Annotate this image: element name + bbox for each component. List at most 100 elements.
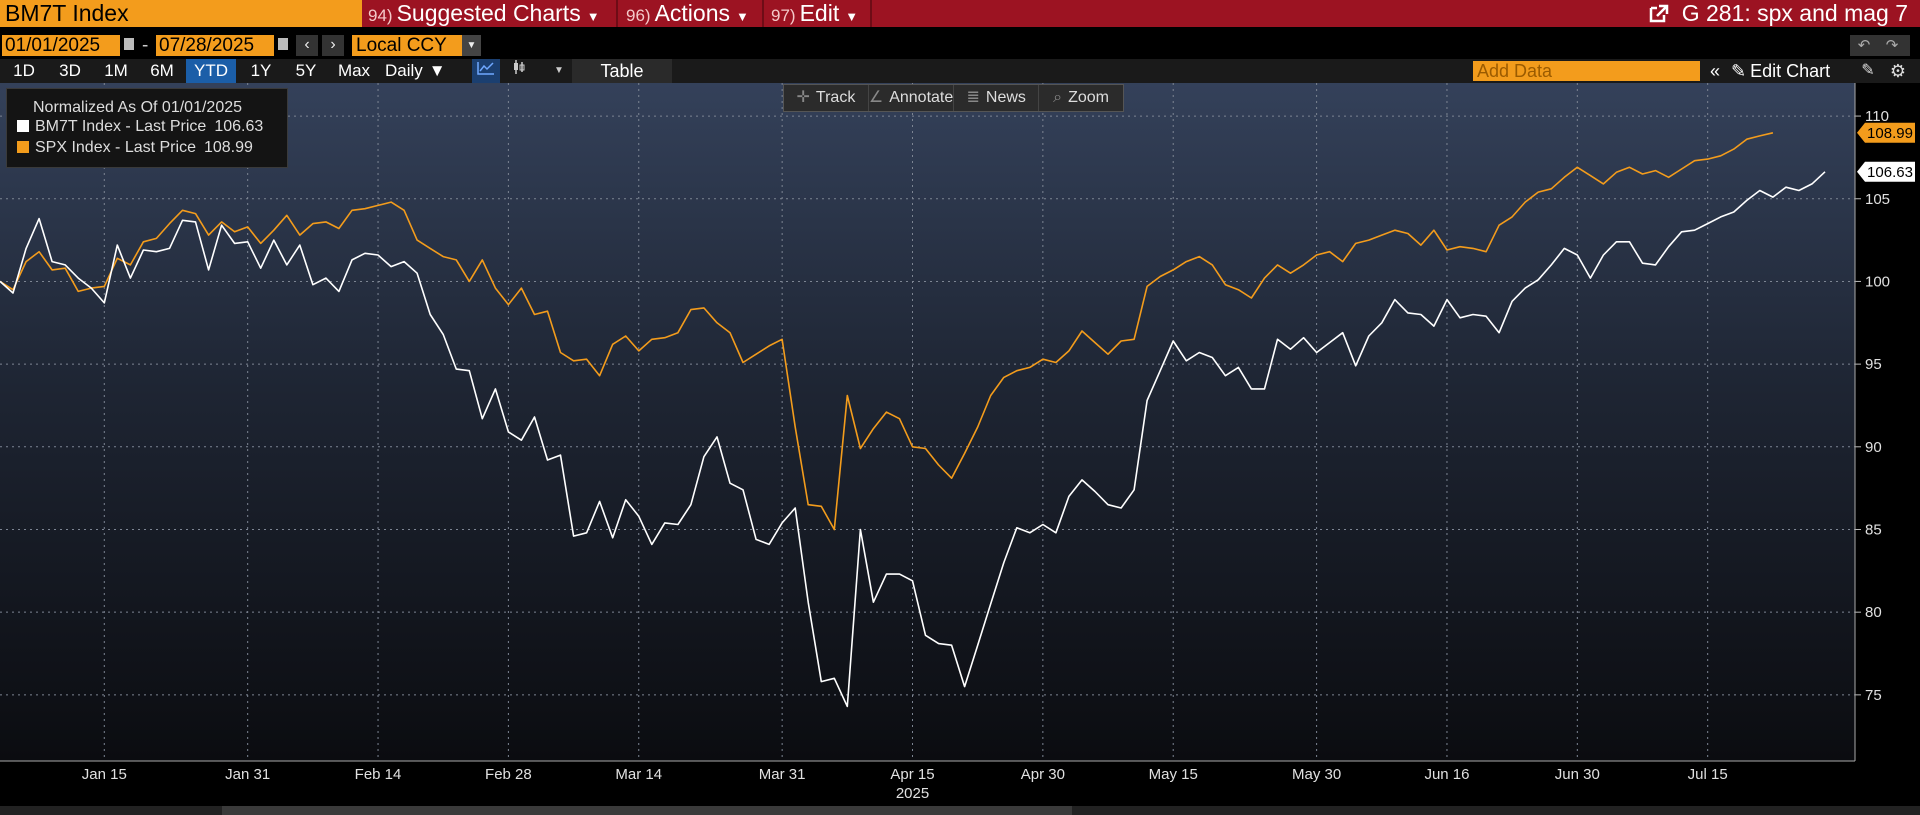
y-tick-label: 110 bbox=[1865, 108, 1889, 125]
x-tick-label: Jun 16 bbox=[1424, 766, 1469, 783]
range-max-button[interactable]: Max bbox=[337, 61, 371, 80]
range-5y-button[interactable]: 5Y bbox=[295, 61, 317, 80]
caret-down-icon: ▼ bbox=[586, 9, 600, 24]
y-tick-label: 75 bbox=[1865, 687, 1882, 704]
zoom-label: Zoom bbox=[1068, 89, 1109, 106]
calendar-icon[interactable] bbox=[124, 38, 134, 50]
news-label: News bbox=[985, 89, 1026, 106]
y-tick-label: 95 bbox=[1865, 356, 1882, 373]
edit-chart-button[interactable]: « ✎ Edit Chart bbox=[1710, 59, 1830, 83]
frequency-select[interactable]: Daily ▼ bbox=[385, 59, 446, 83]
date-separator: - bbox=[142, 35, 149, 56]
plot-background bbox=[0, 83, 1855, 761]
y-tick-label: 80 bbox=[1865, 604, 1882, 621]
end-date-input[interactable]: 07/28/2025 bbox=[156, 35, 274, 56]
horizontal-scrollbar[interactable] bbox=[0, 806, 1920, 815]
legend-value: 106.63 bbox=[214, 118, 264, 135]
range-ytd-button[interactable]: YTD bbox=[186, 59, 236, 83]
x-tick-label: Mar 31 bbox=[759, 766, 806, 783]
range-1m-button[interactable]: 1M bbox=[104, 61, 128, 80]
legend-label: BM7T Index - Last Price bbox=[35, 118, 207, 135]
news-icon: ≣ bbox=[966, 89, 980, 106]
chart-title-link[interactable]: G 281: spx and mag 7 bbox=[1648, 0, 1908, 27]
table-button[interactable]: Table bbox=[572, 59, 672, 83]
suggested-charts-menu[interactable]: 94) Suggested Charts ▼ bbox=[368, 0, 600, 27]
legend-value: 108.99 bbox=[203, 139, 253, 156]
line-chart-icon[interactable] bbox=[472, 59, 500, 83]
annotation-edit-icon[interactable]: ✎ bbox=[1861, 62, 1875, 79]
y-tick-label: 90 bbox=[1865, 439, 1882, 456]
collapse-double-chevron-icon[interactable]: « bbox=[1710, 61, 1721, 81]
scrollbar-thumb[interactable] bbox=[222, 806, 1072, 815]
caret-down-icon: ▼ bbox=[845, 9, 859, 24]
x-tick-label: Feb 14 bbox=[355, 766, 402, 783]
frequency-label: Daily bbox=[385, 61, 423, 80]
menu-divider bbox=[762, 0, 764, 27]
track-label: Track bbox=[815, 89, 856, 106]
gear-icon[interactable]: ⚙ bbox=[1889, 61, 1907, 81]
chart-type-dropdown-icon[interactable]: ▼ bbox=[554, 65, 564, 76]
x-tick-label: Apr 30 bbox=[1021, 766, 1065, 783]
range-3d-button[interactable]: 3D bbox=[59, 61, 81, 80]
undo-redo-group: ↶ ↷ bbox=[1850, 35, 1910, 56]
annotate-button[interactable]: ∠ Annotate bbox=[868, 85, 955, 111]
date-range-bar: 01/01/2025 - 07/28/2025 ‹ › Local CCY ▼ … bbox=[0, 33, 1920, 57]
x-axis-year-label: 2025 bbox=[896, 785, 929, 802]
zoom-button[interactable]: ⌕ Zoom bbox=[1039, 85, 1123, 111]
chart-toolbar: ✛ Track ∠ Annotate ≣ News ⌕ Zoom bbox=[783, 84, 1124, 112]
caret-down-icon: ▼ bbox=[736, 9, 749, 24]
candlestick-icon[interactable] bbox=[505, 59, 533, 83]
x-tick-label: Jul 15 bbox=[1688, 766, 1728, 783]
last-value-label: 106.63 bbox=[1867, 164, 1913, 181]
legend-title: Normalized As Of 01/01/2025 bbox=[33, 99, 243, 116]
chevron-down-icon[interactable]: ▼ bbox=[462, 35, 481, 56]
range-1d-button[interactable]: 1D bbox=[13, 61, 35, 80]
range-6m-button[interactable]: 6M bbox=[150, 61, 174, 80]
y-tick-label: 85 bbox=[1865, 521, 1882, 538]
triangle-down-icon: ▼ bbox=[428, 61, 446, 80]
legend-label: SPX Index - Last Price bbox=[35, 139, 196, 156]
last-value-marker bbox=[1857, 161, 1915, 182]
actions-menu[interactable]: 96) Actions ▼ bbox=[626, 0, 749, 27]
x-tick-label: Mar 14 bbox=[615, 766, 662, 783]
add-data-input[interactable]: Add Data bbox=[1473, 61, 1700, 81]
menu-label: Actions bbox=[654, 0, 731, 26]
next-period-button[interactable]: › bbox=[322, 35, 344, 56]
calendar-icon[interactable] bbox=[278, 38, 288, 50]
x-tick-label: May 30 bbox=[1292, 766, 1341, 783]
magnifier-icon: ⌕ bbox=[1053, 89, 1063, 106]
menu-divider bbox=[616, 0, 618, 27]
menu-label: Edit bbox=[799, 0, 840, 26]
edit-menu[interactable]: 97) Edit ▼ bbox=[771, 0, 858, 27]
redo-icon[interactable]: ↷ bbox=[1885, 37, 1899, 54]
menu-number: 94) bbox=[368, 6, 393, 25]
ticker-field[interactable]: BM7T Index bbox=[0, 0, 362, 27]
annotate-label: Annotate bbox=[889, 89, 954, 106]
pencil-icon: ✎ bbox=[1731, 61, 1747, 81]
legend-item-bm7t[interactable]: BM7T Index - Last Price 106.63 bbox=[17, 118, 263, 136]
y-tick-label: 105 bbox=[1865, 191, 1890, 208]
y-tick-label: 100 bbox=[1865, 273, 1890, 290]
legend-item-spx[interactable]: SPX Index - Last Price 108.99 bbox=[17, 139, 253, 157]
news-button[interactable]: ≣ News bbox=[954, 85, 1040, 111]
external-link-icon bbox=[1649, 4, 1668, 23]
start-date-input[interactable]: 01/01/2025 bbox=[2, 35, 120, 56]
previous-period-button[interactable]: ‹ bbox=[296, 35, 318, 56]
series-line bbox=[0, 132, 1774, 531]
pen-icon: ∠ bbox=[868, 89, 884, 106]
menu-number: 97) bbox=[771, 6, 796, 25]
top-bar: BM7T Index 94) Suggested Charts ▼ 96) Actio… bbox=[0, 0, 1920, 27]
edit-chart-label: Edit Chart bbox=[1750, 61, 1831, 81]
undo-icon[interactable]: ↶ bbox=[1857, 37, 1871, 54]
series-line bbox=[0, 171, 1826, 708]
crosshair-icon: ✛ bbox=[796, 89, 810, 106]
x-tick-label: Jan 31 bbox=[225, 766, 270, 783]
track-button[interactable]: ✛ Track bbox=[784, 85, 869, 111]
range-1y-button[interactable]: 1Y bbox=[250, 61, 272, 80]
x-tick-label: Jun 30 bbox=[1555, 766, 1600, 783]
currency-select[interactable]: Local CCY bbox=[352, 35, 462, 56]
last-value-label: 108.99 bbox=[1867, 125, 1913, 142]
x-tick-label: Apr 15 bbox=[890, 766, 934, 783]
last-value-marker bbox=[1857, 122, 1915, 143]
